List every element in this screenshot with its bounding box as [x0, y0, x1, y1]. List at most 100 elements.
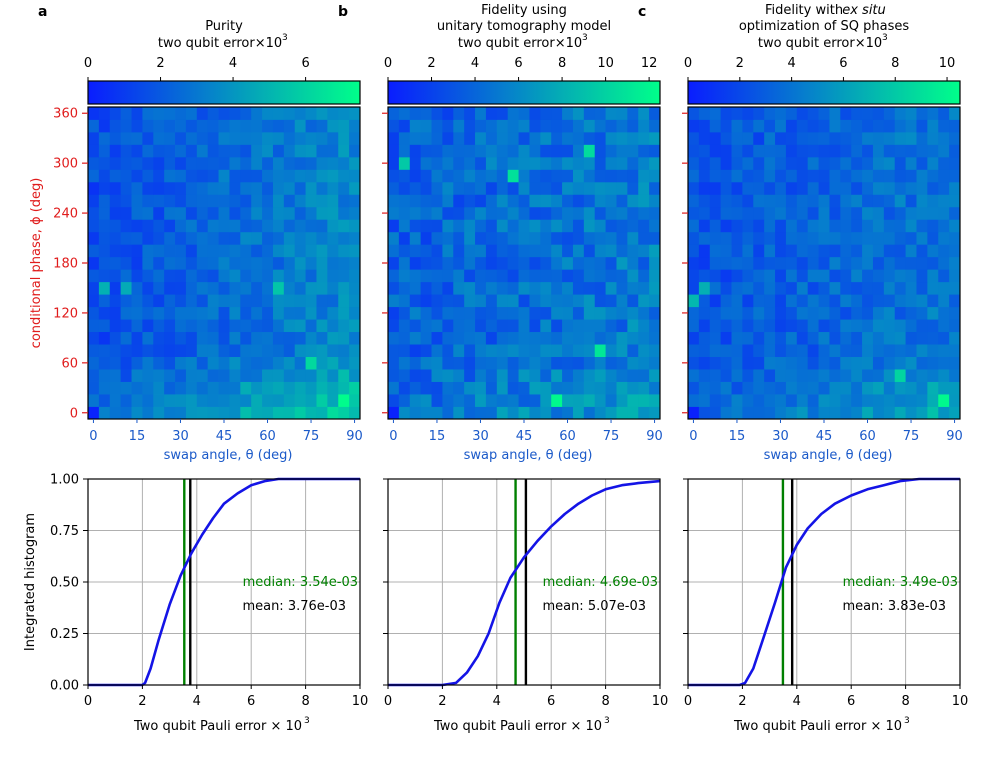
heatmap-cell [627, 381, 639, 395]
heatmap-cell [185, 256, 198, 270]
heatmap-cell [131, 269, 143, 283]
heatmap-cell [894, 244, 906, 258]
heatmap-cell [294, 356, 306, 370]
colorbar-subtitle: two qubit error×10 [458, 36, 582, 51]
heatmap-cell [409, 269, 422, 283]
heatmap-cell [294, 319, 306, 333]
heatmap-cell [262, 331, 274, 345]
heatmap-cell [720, 244, 732, 258]
heatmap-cell [142, 206, 154, 220]
heatmap-cell [338, 206, 350, 220]
heatmap-cell [409, 107, 422, 120]
heatmap-cell [938, 406, 950, 420]
heatmap-cell [807, 206, 819, 220]
heatmap-cell [88, 206, 100, 220]
heatmap-cell [551, 144, 563, 158]
heatmap-cell [218, 394, 230, 407]
heatmap-cell [518, 169, 530, 183]
heatmap-cell [185, 107, 198, 120]
heatmap-cell [818, 181, 830, 195]
heatmap-cell [327, 331, 339, 345]
y-tick-label: 1.00 [50, 473, 79, 488]
heatmap-cell [594, 107, 606, 120]
heatmap-cell [453, 269, 465, 283]
heatmap-cell [218, 244, 230, 258]
heatmap-cell [851, 231, 863, 245]
heatmap-cell [840, 169, 852, 183]
heatmap-cell [475, 194, 487, 208]
heatmap-cell [251, 231, 263, 245]
heatmap-cell [294, 194, 306, 208]
heatmap-cell [905, 244, 917, 258]
heatmap-cell [518, 344, 530, 357]
heatmap-cell [196, 306, 209, 320]
heatmap-cell [785, 331, 798, 345]
heatmap-cell [583, 369, 596, 382]
heatmap-cell [88, 256, 100, 270]
heatmap-cell [616, 331, 628, 345]
heatmap-cell [840, 256, 852, 270]
heatmap-cell [688, 181, 700, 195]
heatmap-cell [294, 331, 306, 345]
heatmap-cell [883, 269, 896, 283]
heatmap-cell [496, 381, 509, 395]
heatmap-cell [829, 406, 841, 420]
heatmap-cell [818, 369, 830, 382]
heatmap-cell [742, 319, 754, 333]
heatmap-cell [485, 231, 498, 245]
heatmap-cell [98, 144, 111, 158]
heatmap-cell [688, 169, 700, 183]
heatmap-cell [638, 319, 650, 333]
heatmap-cell [605, 219, 617, 233]
heatmap-cell [818, 319, 830, 333]
heatmap-cell [572, 281, 585, 295]
heatmap-cell [894, 156, 906, 170]
heatmap-cell [594, 406, 606, 420]
heatmap-cell [475, 144, 487, 158]
heatmap-cell [594, 344, 606, 357]
heatmap-cell [349, 219, 361, 233]
heatmap-cell [120, 394, 132, 407]
heatmap-cell [894, 369, 906, 382]
heatmap-cell [649, 369, 661, 382]
heatmap-cell [562, 269, 574, 283]
heatmap-cell [562, 169, 574, 183]
heatmap-cell [583, 181, 596, 195]
heatmap-cell [518, 107, 530, 120]
heatmap-cell [431, 206, 443, 220]
heatmap-cell [753, 219, 765, 233]
heatmap-cell [698, 344, 711, 357]
heatmap-cell [562, 294, 574, 308]
heatmap-cell [464, 281, 476, 295]
colorbar-tick-label: 0 [84, 56, 92, 71]
heatmap-cell [540, 231, 552, 245]
heatmap-cell [731, 169, 743, 183]
heatmap-cell [98, 306, 111, 320]
heatmap-cell [949, 369, 961, 382]
heatmap-cell [109, 269, 122, 283]
heatmap-cell [720, 306, 732, 320]
heatmap-cell [775, 331, 787, 345]
heatmap-cell [272, 381, 285, 395]
heatmap-cell [775, 394, 787, 407]
heatmap-cell [698, 206, 711, 220]
heatmap-cell [883, 107, 896, 120]
heatmap-cell [894, 206, 906, 220]
heatmap-cell [283, 219, 296, 233]
heatmap-cell [420, 231, 432, 245]
colorbar-tick-label: 4 [229, 56, 237, 71]
heatmap-cell [938, 381, 950, 395]
heatmap-cell [818, 294, 830, 308]
heatmap-cell [938, 256, 950, 270]
heatmap-cell [338, 131, 350, 145]
x-tick-label: 15 [729, 429, 746, 444]
heatmap-cell [872, 281, 885, 295]
heatmap-cell [305, 269, 317, 283]
heatmap-cell [485, 219, 498, 233]
heatmap-cell [218, 219, 230, 233]
heatmap-cell [949, 344, 961, 357]
heatmap-cell [294, 231, 306, 245]
heatmap-cell [442, 181, 454, 195]
heatmap-cell [175, 144, 187, 158]
heatmap-cell [305, 369, 317, 382]
